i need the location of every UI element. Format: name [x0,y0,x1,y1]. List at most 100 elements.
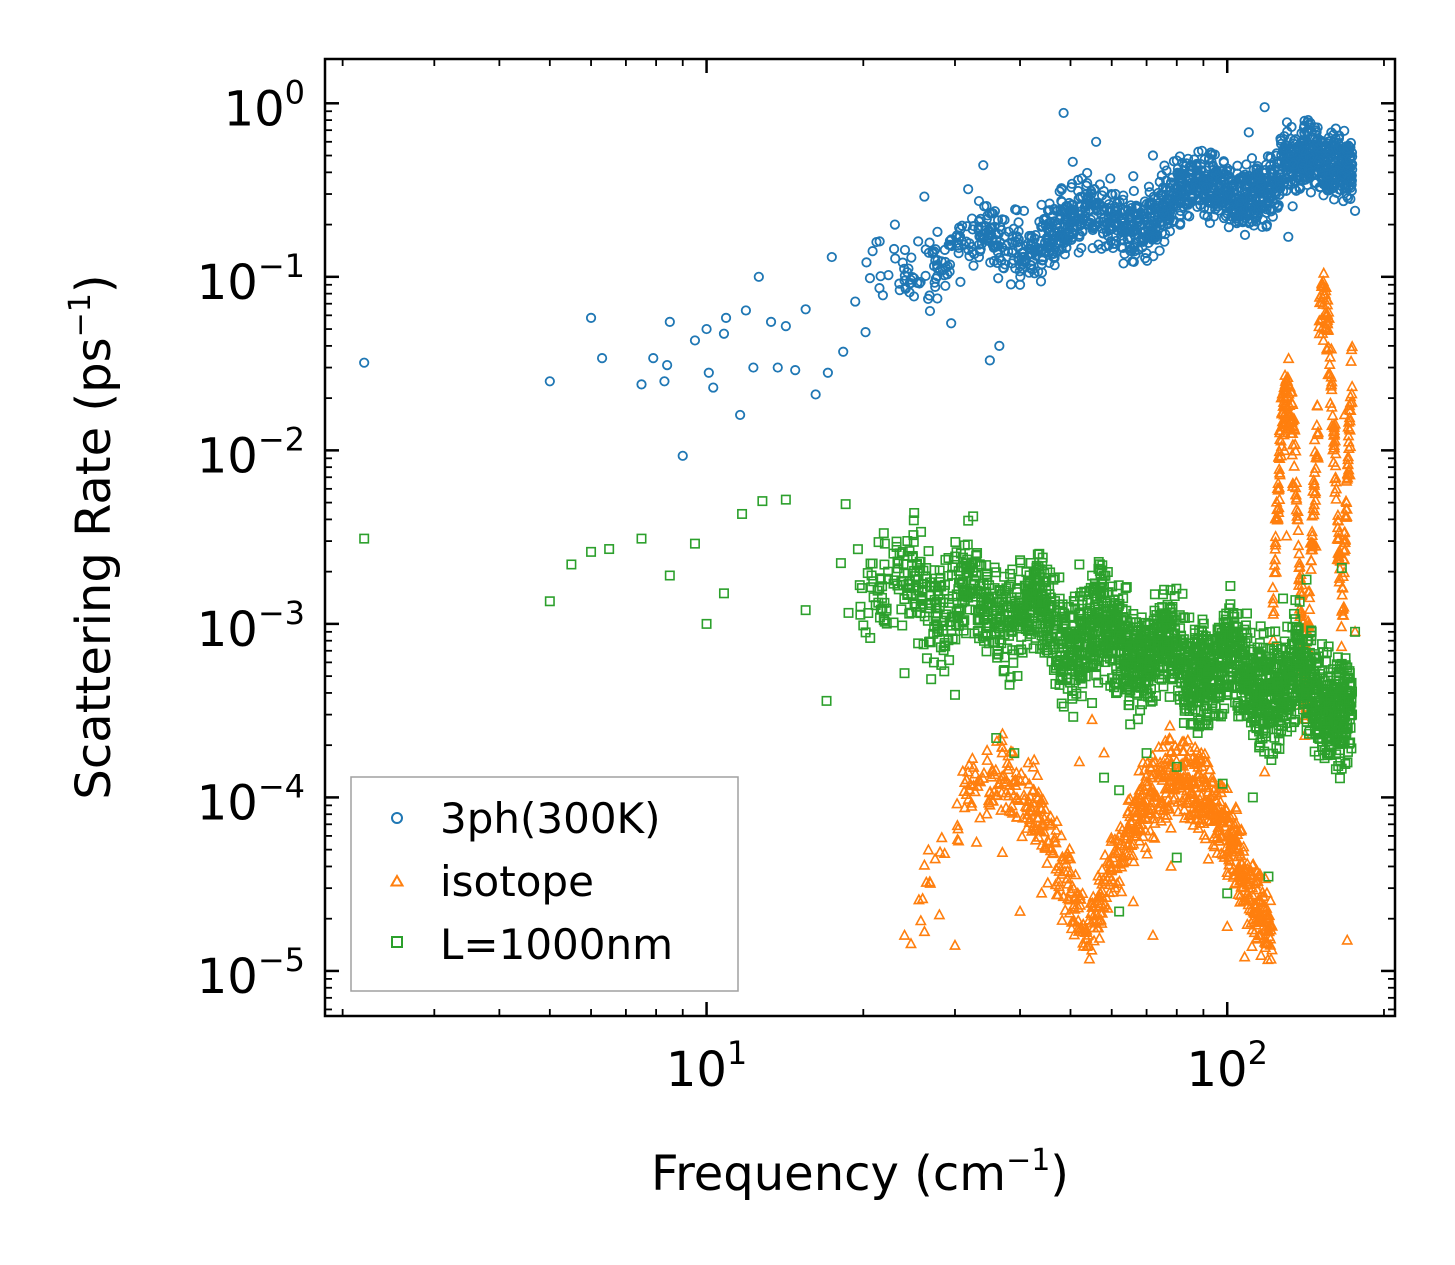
point-triangle [1265,952,1277,964]
point-circle [359,357,370,368]
data-points [359,102,1362,965]
point-triangle [1133,764,1146,776]
point-triangle [1326,409,1339,421]
point-triangle [996,846,1009,858]
point-circle [1164,226,1176,237]
point-circle [1143,181,1155,192]
point-triangle [1327,428,1340,440]
point-circle [1215,179,1227,190]
point-triangle [1328,439,1341,451]
point-triangle [1115,856,1128,868]
point-triangle [1238,950,1251,962]
point-triangle [1114,837,1126,849]
point-triangle [1311,398,1324,410]
point-triangle [1291,512,1304,524]
point-circle [932,226,943,237]
point-square [855,609,866,620]
point-triangle [1035,886,1048,898]
point-triangle [1114,820,1127,832]
point-triangle [1077,939,1090,951]
point-triangle [1321,293,1334,305]
point-triangle [1141,812,1154,824]
point-triangle [1159,782,1172,794]
point-triangle [1338,408,1351,420]
point-square [870,600,881,611]
point-triangle [1201,813,1214,825]
point-triangle [1142,807,1155,819]
point-triangle [1280,529,1293,541]
point-circle [1149,203,1160,214]
point-triangle [1241,857,1254,869]
point-square [1104,653,1115,664]
point-triangle [1333,571,1346,583]
point-triangle [1203,762,1216,774]
point-triangle [1141,847,1154,859]
point-circle [718,328,730,339]
point-triangle [1277,399,1290,411]
point-triangle [1180,776,1193,788]
point-circle [1341,190,1352,202]
point-circle [1049,203,1060,215]
point-square [1170,653,1181,664]
point-circle [1016,252,1027,263]
point-triangle [965,799,978,811]
point-triangle [1294,568,1307,580]
point-circle [1228,198,1239,210]
point-triangle [1086,713,1098,725]
point-circle [800,304,811,315]
point-triangle [1170,754,1183,766]
point-square [1005,672,1016,683]
point-square [1002,643,1013,654]
point-circle [1058,107,1069,119]
point-triangle [967,760,980,772]
point-triangle [1278,428,1290,440]
point-circle [1013,234,1024,245]
point-square [1132,714,1143,725]
point-circle [1072,174,1084,186]
point-circle [1175,195,1187,206]
point-triangle [1148,755,1161,767]
point-circle [994,340,1005,351]
point-triangle [958,801,971,813]
point-triangle [1176,744,1189,756]
point-triangle [1004,784,1017,796]
point-triangle [1093,873,1106,885]
point-triangle [1181,750,1194,762]
point-square [865,632,876,643]
point-triangle [1332,533,1345,545]
point-square [1121,605,1132,616]
point-square [1088,588,1099,599]
point-triangle [951,819,964,831]
point-triangle [1030,821,1043,833]
point-triangle [997,769,1010,781]
point-triangle [905,937,917,949]
point-triangle [1096,884,1108,896]
point-triangle [1055,829,1068,841]
point-triangle [1083,952,1096,964]
point-circle [1044,237,1055,248]
point-circle [1269,188,1280,199]
point-triangle [1160,770,1173,782]
point-triangle [1139,841,1152,853]
point-circle [990,229,1002,240]
point-triangle [1163,731,1176,743]
point-triangle [1101,855,1114,867]
point-circle [1011,232,1022,243]
point-circle [648,353,659,364]
point-circle [1349,205,1361,216]
point-circle [1254,183,1265,195]
point-triangle [1290,488,1302,500]
point-circle [899,263,910,274]
point-triangle [996,746,1009,758]
point-triangle [1202,852,1215,864]
point-circle [920,270,931,281]
point-triangle [1290,475,1303,487]
point-triangle [1061,872,1074,884]
point-circle [1116,230,1127,241]
point-circle [1014,279,1026,290]
point-triangle [1210,832,1223,844]
point-triangle [963,783,976,795]
point-triangle [1067,882,1080,894]
point-circle [1051,247,1062,258]
point-circle [979,201,990,212]
